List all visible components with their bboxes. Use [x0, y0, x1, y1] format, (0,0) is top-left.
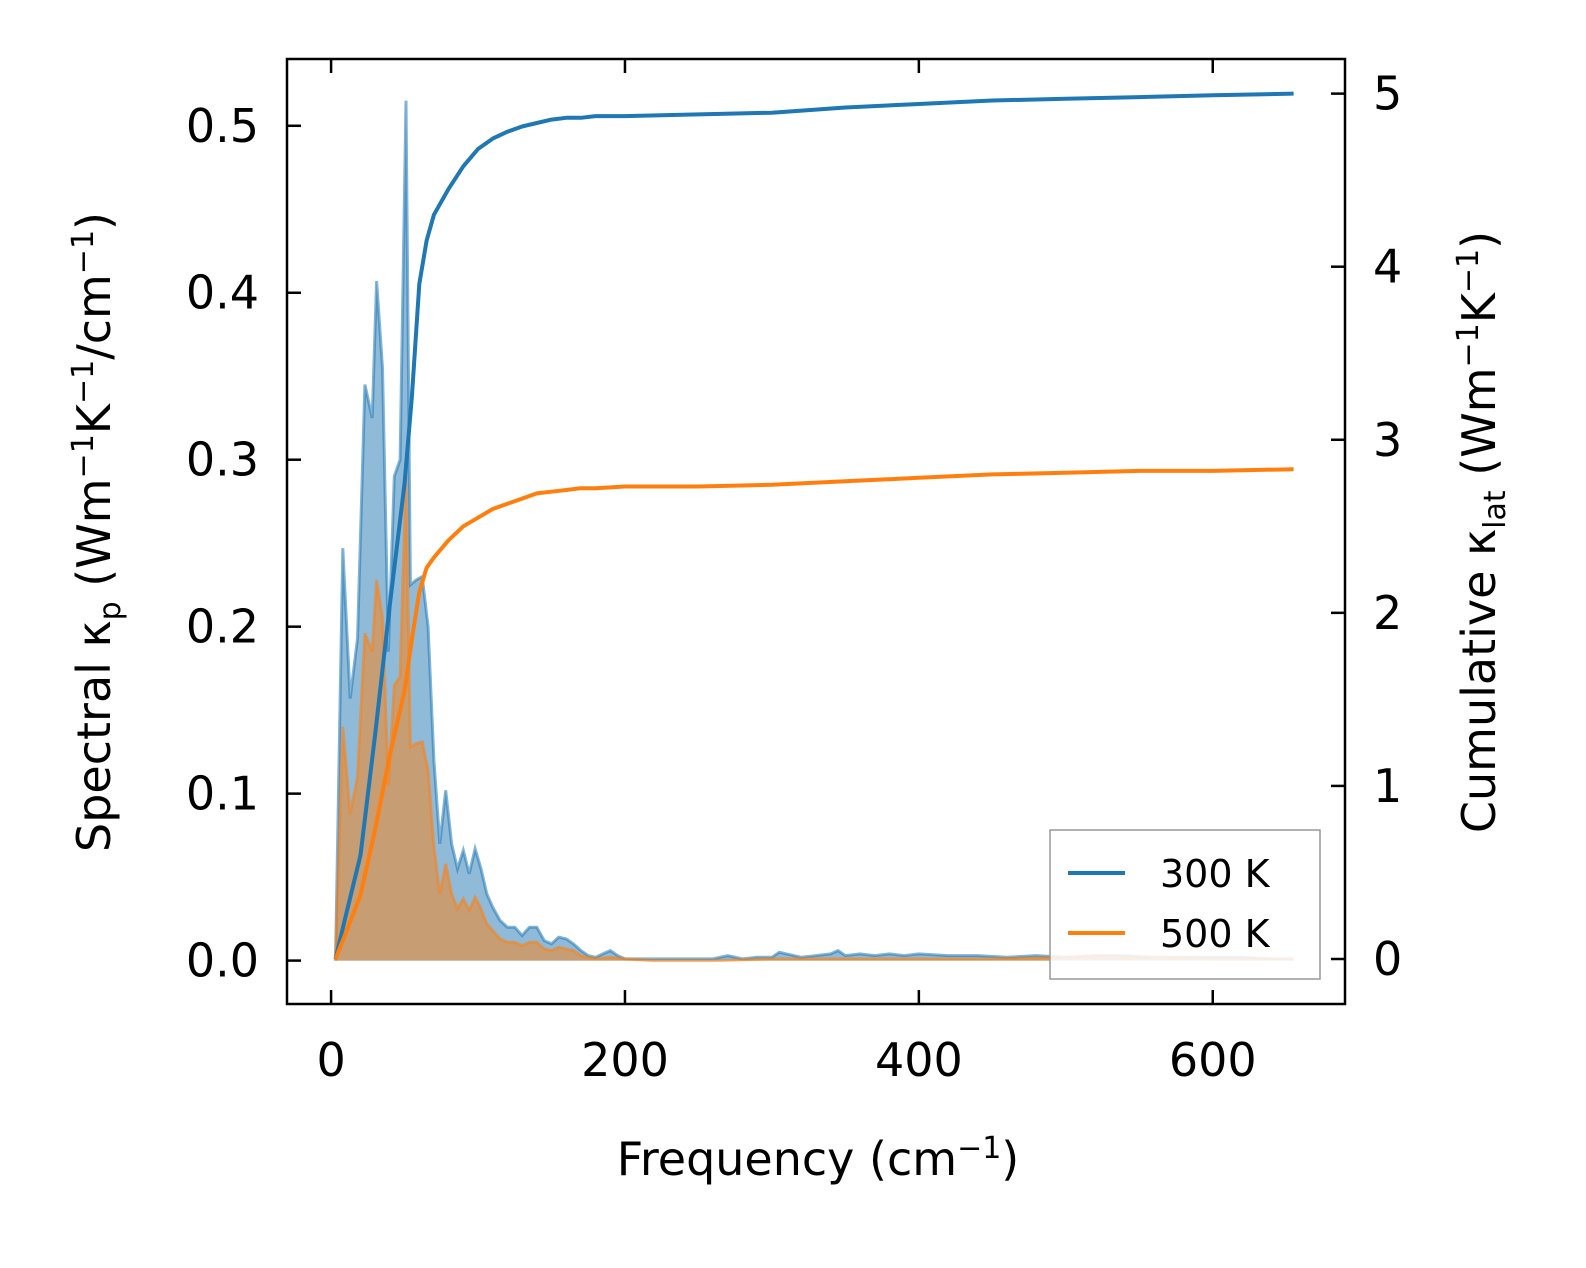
right-y-axis-label: Cumulative κlat (Wm−1K−1): [1451, 231, 1513, 833]
left-y-axis-label: Spectral κp (Wm−1K−1/cm−1): [66, 212, 128, 852]
x-tick-label: 400: [875, 1033, 963, 1087]
left-y-tick-label: 0.2: [186, 600, 259, 654]
left-y-tick-label: 0.0: [186, 934, 259, 988]
left-y-tick-label: 0.1: [186, 767, 259, 821]
x-tick-label: 600: [1169, 1033, 1257, 1087]
left-y-tick-label: 0.4: [186, 266, 259, 320]
spectral-line-300k: [334, 100, 1294, 961]
x-tick-label: 0: [316, 1033, 345, 1087]
legend: 300 K 500 K: [1049, 829, 1321, 980]
plot-frame: [285, 57, 1347, 1006]
left-y-tick-label: 0.3: [186, 433, 259, 487]
spectral-fill-500k: [335, 476, 1294, 961]
spectral-fills: [334, 100, 1294, 963]
x-tick-label: 200: [581, 1033, 669, 1087]
left-y-tick-label: 0.5: [186, 99, 259, 153]
right-y-tick-label: 4: [1373, 240, 1402, 294]
data-lines: [333, 91, 1294, 960]
spectral-line-500k: [334, 476, 1294, 963]
right-y-tick-label: 2: [1373, 586, 1402, 640]
right-y-tick-label: 0: [1373, 932, 1402, 986]
right-y-tick-label: 3: [1373, 413, 1402, 467]
right-y-tick-label: 5: [1373, 67, 1402, 121]
legend-label-300k: 300 K: [1160, 852, 1271, 896]
axis-ticks: 0 200 400 600 0.0 0.1 0.2 0.3 0.4 0.5 0 1 2 3 4 5: [186, 59, 1402, 1087]
legend-box: [1049, 829, 1321, 980]
right-y-tick-label: 1: [1373, 759, 1402, 813]
cumulative-line-500k: [333, 467, 1294, 960]
legend-label-500k: 500 K: [1160, 912, 1271, 956]
cumulative-line-300k: [333, 91, 1294, 960]
x-axis-label: Frequency (cm−1): [617, 1131, 1020, 1186]
